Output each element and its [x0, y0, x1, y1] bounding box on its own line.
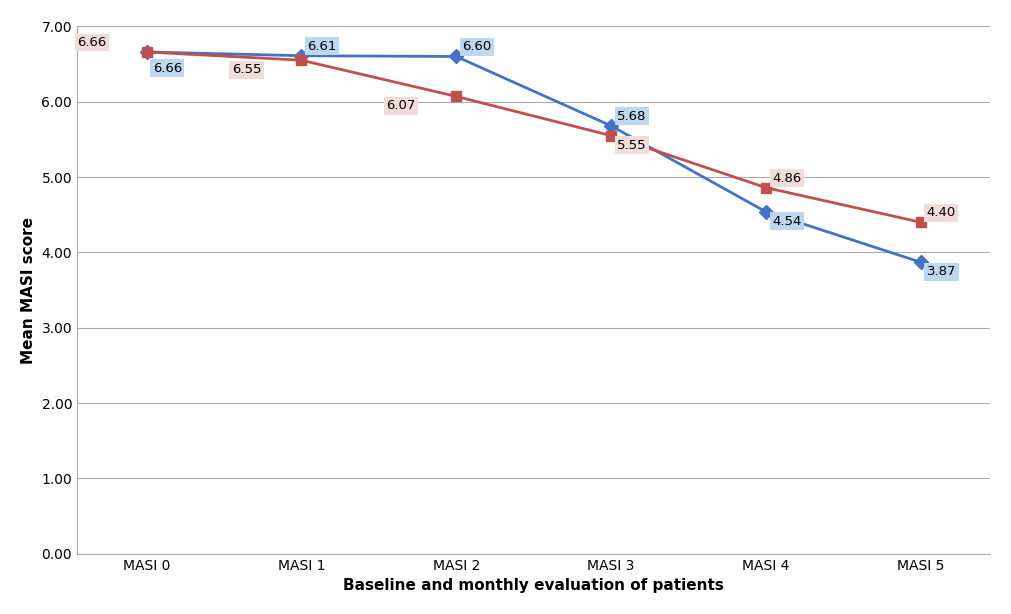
X-axis label: Baseline and monthly evaluation of patients: Baseline and monthly evaluation of patie… [343, 578, 724, 593]
Text: 6.61: 6.61 [307, 40, 337, 53]
Text: 3.87: 3.87 [927, 265, 956, 278]
Text: 5.68: 5.68 [617, 110, 647, 123]
Text: 5.55: 5.55 [617, 139, 647, 152]
Text: 6.60: 6.60 [462, 41, 491, 53]
Text: 4.54: 4.54 [772, 215, 802, 228]
Y-axis label: Mean MASI score: Mean MASI score [21, 217, 35, 363]
Text: 6.66: 6.66 [77, 36, 106, 49]
Text: 4.86: 4.86 [772, 171, 801, 185]
Text: 6.55: 6.55 [232, 63, 261, 76]
Text: 6.07: 6.07 [386, 99, 416, 112]
Text: 4.40: 4.40 [927, 206, 956, 219]
Text: 6.66: 6.66 [153, 62, 182, 75]
